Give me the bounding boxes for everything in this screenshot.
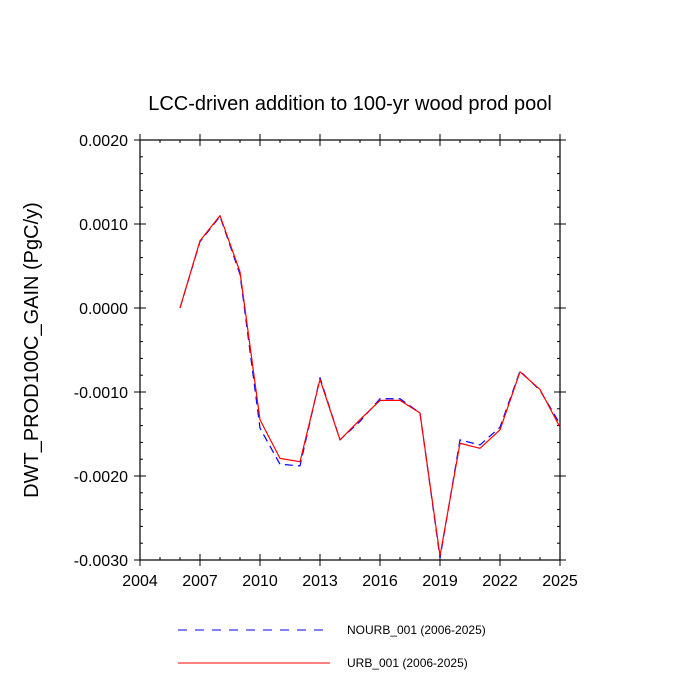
legend-label-2: URB_001 (2006-2025) bbox=[347, 656, 468, 670]
x-tick-label: 2004 bbox=[122, 573, 158, 590]
x-tick-label: 2013 bbox=[302, 573, 338, 590]
y-tick-label: -0.0010 bbox=[74, 385, 128, 402]
x-tick-label: 2019 bbox=[422, 573, 458, 590]
series-line-2 bbox=[179, 215, 561, 557]
y-axis-label: DWT_PROD100C_GAIN (PgC/y) bbox=[21, 202, 43, 498]
x-tick-label: 2022 bbox=[482, 573, 518, 590]
legend-label-1: NOURB_001 (2006-2025) bbox=[347, 623, 486, 637]
x-tick-label: 2010 bbox=[242, 573, 278, 590]
legend: NOURB_001 (2006-2025) URB_001 (2006-2025) bbox=[178, 623, 486, 670]
y-tick-label: -0.0020 bbox=[74, 469, 128, 486]
y-tick-label: -0.0030 bbox=[74, 553, 128, 570]
x-tick-label: 2007 bbox=[182, 573, 218, 590]
y-tick-label: 0.0000 bbox=[79, 301, 128, 318]
y-tick-label: 0.0010 bbox=[79, 217, 128, 234]
plot-frame bbox=[139, 139, 561, 561]
series-line-1 bbox=[179, 215, 561, 559]
x-tick-label: 2016 bbox=[362, 573, 398, 590]
y-tick-label: 0.0020 bbox=[79, 133, 128, 150]
chart-title: LCC-driven addition to 100-yr wood prod … bbox=[148, 93, 552, 115]
x-tick-label: 2025 bbox=[542, 573, 578, 590]
